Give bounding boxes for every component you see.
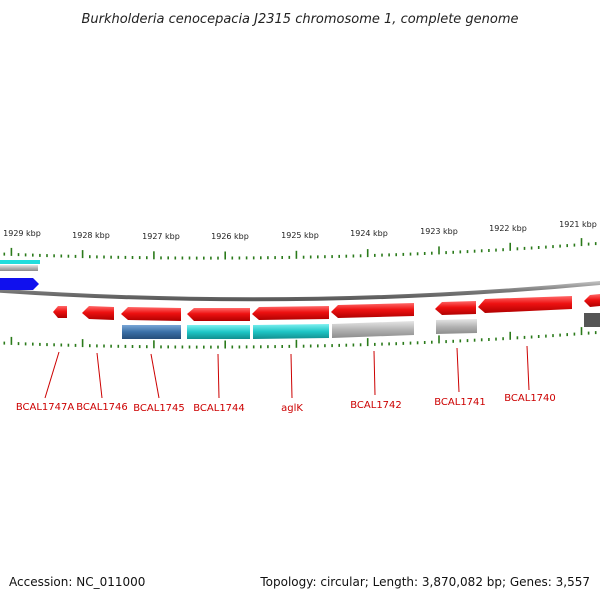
gene-label[interactable]: BCAL1746	[76, 402, 128, 413]
top-tick-row	[3, 238, 597, 260]
genome-summary-text: Topology: circular; Length: 3,870,082 bp…	[259, 575, 590, 589]
cds-block-bcal1744	[187, 325, 250, 339]
edge-feature-red	[584, 294, 600, 307]
gene-arrow-aglk[interactable]	[252, 306, 329, 320]
gene-arrows	[53, 296, 572, 321]
kbp-label: 1925 kbp	[281, 231, 319, 240]
kbp-label: 1923 kbp	[420, 227, 458, 236]
kbp-label: 1921 kbp	[559, 220, 597, 229]
edge-feature-gray	[0, 265, 38, 271]
gene-arrow-bcal1740[interactable]	[478, 296, 572, 313]
kbp-label: 1929 kbp	[3, 229, 41, 238]
kbp-label: 1928 kbp	[72, 231, 110, 240]
leader-lines	[44, 345, 530, 399]
leader-line	[44, 351, 60, 399]
kbp-label: 1924 kbp	[350, 229, 388, 238]
gene-label[interactable]: BCAL1742	[350, 400, 402, 411]
cds-blocks	[122, 319, 477, 339]
gene-label[interactable]: BCAL1747A	[16, 402, 75, 413]
accession-text: Accession: NC_011000	[9, 575, 145, 589]
bottom-tick-row	[3, 327, 597, 349]
gene-arrow-bcal1745[interactable]	[121, 307, 181, 321]
chromosome-backbone	[0, 280, 600, 302]
leader-line	[373, 350, 376, 396]
leader-line	[96, 352, 103, 399]
kbp-labels: 1929 kbp 1928 kbp 1927 kbp 1926 kbp 1925…	[3, 220, 597, 241]
kbp-label: 1927 kbp	[142, 232, 180, 241]
gene-arrow-bcal1746[interactable]	[82, 306, 114, 320]
cds-block-bcal1741	[436, 319, 477, 334]
leader-line	[150, 353, 160, 399]
gene-arrow-bcal1742[interactable]	[331, 303, 414, 318]
cds-block-bcal1745	[122, 325, 181, 339]
kbp-label: 1926 kbp	[211, 232, 249, 241]
kbp-label: 1922 kbp	[489, 224, 527, 233]
cds-block-aglk	[253, 324, 329, 339]
cds-block-bcal1742	[332, 321, 414, 338]
gene-arrow-bcal1741[interactable]	[435, 301, 476, 315]
leader-line	[217, 353, 220, 399]
edge-feature-blue	[0, 278, 39, 290]
gene-label[interactable]: BCAL1745	[133, 403, 185, 414]
leader-line	[290, 353, 293, 399]
gene-arrow-bcal1747a[interactable]	[53, 306, 67, 318]
gene-label[interactable]: aglK	[281, 403, 303, 414]
gene-labels: BCAL1747A BCAL1746 BCAL1745 BCAL1744 agl…	[16, 393, 556, 414]
edge-feature-dark	[584, 313, 600, 327]
gene-arrow-bcal1744[interactable]	[187, 308, 250, 321]
leader-line	[456, 347, 460, 393]
gene-label[interactable]: BCAL1740	[504, 393, 556, 404]
gene-label[interactable]: BCAL1741	[434, 397, 486, 408]
edge-feature-cyan	[0, 260, 40, 264]
gene-label[interactable]: BCAL1744	[193, 403, 245, 414]
leader-line	[526, 345, 530, 391]
page-title: Burkholderia cenocepacia J2315 chromosom…	[81, 12, 518, 27]
